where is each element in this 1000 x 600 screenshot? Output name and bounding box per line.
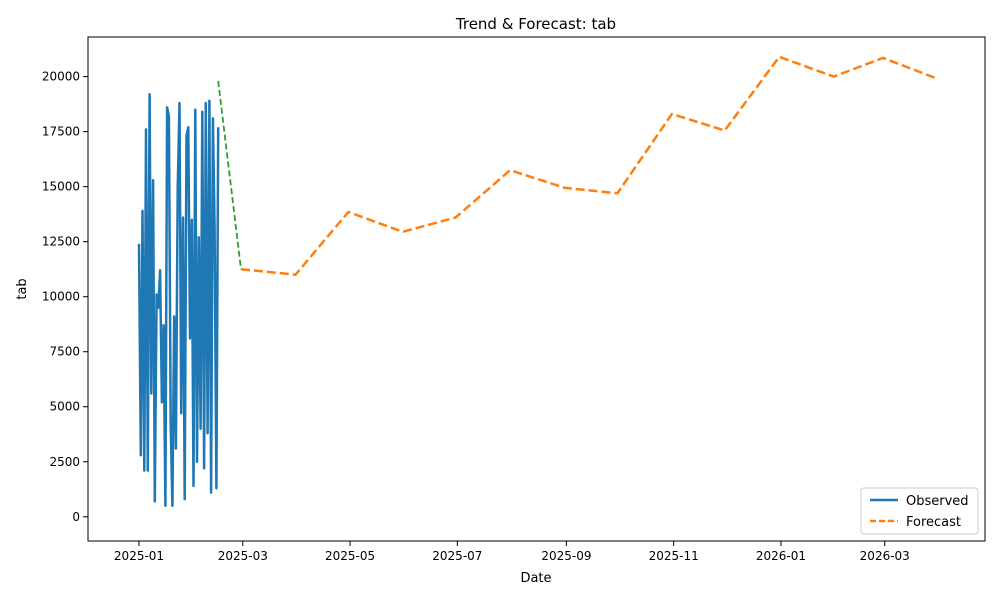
forecast-series-point (402, 231, 403, 232)
observed-series-point (207, 433, 208, 434)
observed-series-point (172, 505, 173, 506)
forecast-series-point (671, 113, 672, 114)
observed-series-point (211, 492, 212, 493)
observed-series-point (204, 468, 205, 469)
y-tick-label: 17500 (42, 125, 80, 139)
connector-point (218, 80, 219, 81)
y-tick-label: 2500 (49, 455, 80, 469)
forecast-series-point (882, 57, 883, 58)
observed-series-point (188, 127, 189, 128)
observed-series-point (177, 188, 178, 189)
observed-series-point (209, 100, 210, 101)
observed-series-point (167, 107, 168, 108)
observed-series-line (137, 92, 220, 508)
forecast-series-point (779, 56, 780, 57)
observed-series-point (145, 129, 146, 130)
observed-series-point (138, 243, 139, 244)
observed-series-point (160, 270, 161, 271)
observed-series-point (200, 428, 201, 429)
observed-series-point (142, 210, 143, 211)
y-tick-label: 7500 (49, 345, 80, 359)
plot-area (137, 55, 938, 508)
x-tick-label: 2026-03 (860, 549, 910, 563)
forecast-series-point (564, 187, 565, 188)
observed-series-point (195, 109, 196, 110)
chart-title: Trend & Forecast: tab (455, 15, 616, 33)
y-tick-label: 10000 (42, 290, 80, 304)
x-tick-label: 2025-05 (325, 549, 375, 563)
observed-series-point (165, 505, 166, 506)
forecast-series-point (510, 170, 511, 171)
y-tick-label: 12500 (42, 235, 80, 249)
observed-series-point (198, 237, 199, 238)
observed-series-point (212, 118, 213, 119)
observed-series-point (153, 180, 154, 181)
observed-series-point (218, 127, 219, 128)
observed-series-point (156, 294, 157, 295)
observed-series-point (193, 485, 194, 486)
observed-series-point (158, 307, 159, 308)
x-tick-label: 2025-11 (649, 549, 699, 563)
observed-series-point (216, 488, 217, 489)
observed-series-point (196, 461, 197, 462)
observed-series-point (191, 219, 192, 220)
observed-series-point (175, 448, 176, 449)
observed-series-point (205, 102, 206, 103)
observed-series-point (140, 455, 141, 456)
x-axis: 2025-01 2025-03 2025-05 2025-07 2025-09 2025-… (114, 541, 910, 563)
x-tick-label: 2025-01 (114, 549, 164, 563)
observed-series-point (182, 217, 183, 218)
forecast-series-point (295, 274, 296, 275)
observed-series-point (154, 501, 155, 502)
y-tick-label: 20000 (42, 70, 80, 84)
observed-series-point (186, 135, 187, 136)
legend: Observed Forecast (860, 487, 979, 535)
observed-series-point (161, 402, 162, 403)
observed-series-point (144, 470, 145, 471)
observed-series-point (189, 338, 190, 339)
observed-series-point (184, 499, 185, 500)
forecast-series-line (240, 55, 938, 276)
legend-forecast-label: Forecast (906, 515, 961, 530)
x-tick-label: 2025-03 (218, 549, 268, 563)
plot-frame (87, 36, 986, 542)
observed-series-point (151, 393, 152, 394)
y-axis-title: tab (15, 278, 30, 299)
observed-series-point (147, 470, 148, 471)
legend-observed-label: Observed (906, 494, 969, 509)
observed-series-point (179, 102, 180, 103)
forecast-series-point (455, 217, 456, 218)
observed-series-point (174, 316, 175, 317)
x-axis-title: Date (520, 571, 551, 586)
observed-series-point (170, 424, 171, 425)
x-tick-label: 2026-01 (756, 549, 806, 563)
y-tick-label: 5000 (49, 400, 80, 414)
observed-series-point (202, 111, 203, 112)
forecast-series-point (833, 76, 834, 77)
observed-series-point (168, 116, 169, 117)
observed-series-point (181, 413, 182, 414)
forecast-series-point (240, 269, 241, 270)
x-tick-label: 2025-07 (432, 549, 482, 563)
forecast-series-point (937, 78, 938, 79)
forecast-series-point (724, 130, 725, 131)
y-tick-label: 15000 (42, 180, 80, 194)
forecast-series-point (348, 211, 349, 212)
observed-series-point (163, 325, 164, 326)
forecast-series-point (617, 193, 618, 194)
y-axis: 0 2500 5000 7500 10000 12500 15000 17500 20000 (42, 70, 88, 524)
observed-series-point (214, 228, 215, 229)
x-tick-label: 2025-09 (541, 549, 591, 563)
observed-series-point (149, 94, 150, 95)
y-tick-label: 0 (72, 510, 80, 524)
connector-line (217, 80, 242, 270)
